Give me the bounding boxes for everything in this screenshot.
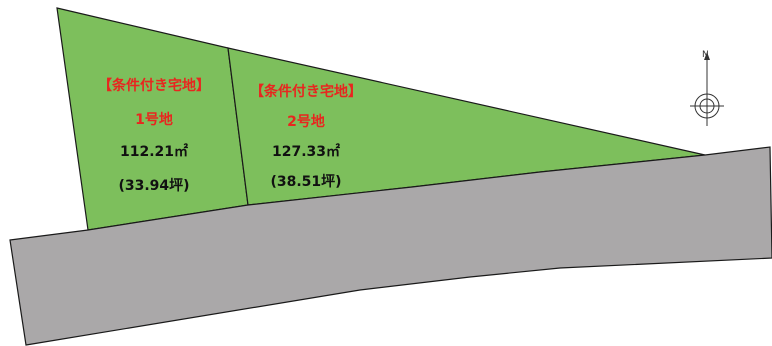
lot-1-tsubo: (33.94坪) [118, 178, 190, 194]
lot-1-number: 1号地 [135, 112, 173, 128]
road [9, 146, 772, 346]
lot-2-condition: 【条件付き宅地】 [250, 84, 362, 100]
lot-2-tsubo: (38.51坪) [270, 174, 342, 190]
lot-1-area: 112.21㎡ [119, 144, 189, 160]
lot-2-label: 【条件付き宅地】 2号地 127.33㎡ (38.51坪) [238, 82, 374, 192]
lot-1-label: 【条件付き宅地】 1号地 112.21㎡ (33.94坪) [84, 76, 224, 196]
lot-1-condition: 【条件付き宅地】 [98, 78, 210, 94]
lot-2-number: 2号地 [287, 114, 325, 130]
lot-2-area: 127.33㎡ [271, 144, 341, 160]
compass-north-label: N [702, 50, 709, 60]
compass-icon [690, 52, 724, 126]
